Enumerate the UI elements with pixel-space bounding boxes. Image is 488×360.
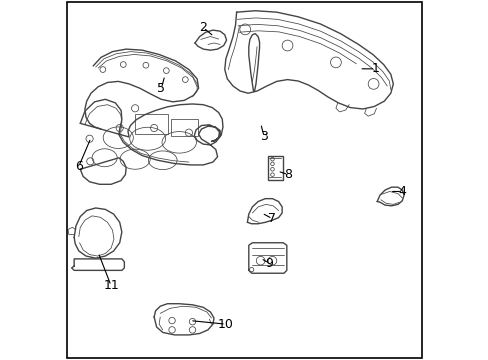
Text: 5: 5 — [157, 82, 165, 95]
Bar — [267, 156, 282, 180]
Text: 1: 1 — [371, 62, 379, 75]
Text: 4: 4 — [398, 185, 406, 198]
Text: 6: 6 — [75, 160, 82, 173]
Text: 11: 11 — [103, 279, 119, 292]
Text: 7: 7 — [268, 212, 276, 225]
Bar — [135, 114, 168, 134]
Text: 2: 2 — [199, 21, 207, 34]
Text: 10: 10 — [218, 318, 233, 331]
Text: 9: 9 — [264, 257, 272, 270]
Bar — [171, 119, 198, 136]
Text: 3: 3 — [260, 130, 267, 144]
Text: 8: 8 — [284, 168, 292, 181]
